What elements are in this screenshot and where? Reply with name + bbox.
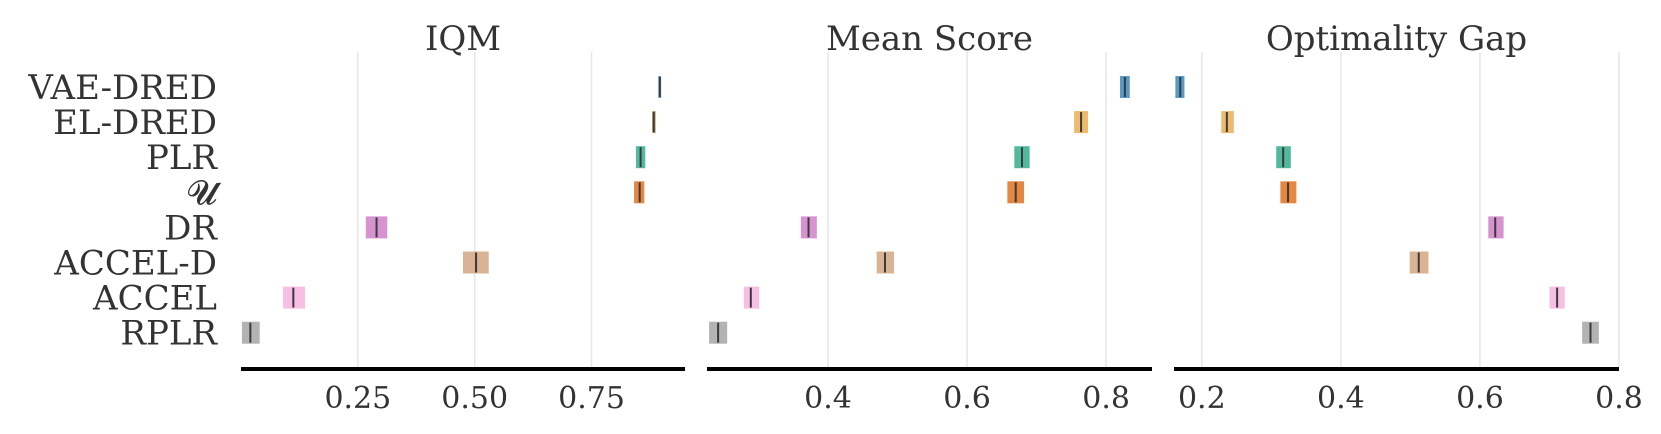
x-tick-label: 0.8 [1595, 381, 1643, 416]
category-label: PLR [146, 138, 218, 178]
category-label: VAE-DRED [27, 68, 217, 108]
category-label: RPLR [120, 314, 218, 354]
x-tick-label: 0.75 [558, 381, 625, 416]
x-tick-label: 0.4 [804, 381, 852, 416]
panel-title: Optimality Gap [1266, 19, 1527, 59]
x-tick-label: 0.6 [943, 381, 991, 416]
x-tick-label: 0.25 [324, 381, 391, 416]
category-label: EL-DRED [53, 103, 217, 143]
category-label: DR [164, 208, 218, 248]
x-tick-label: 0.2 [1178, 381, 1226, 416]
category-label: ACCEL [92, 279, 217, 319]
x-tick-label: 0.8 [1082, 381, 1130, 416]
x-tick-label: 0.50 [441, 381, 508, 416]
category-label: 𝓤 [187, 173, 222, 213]
category-label: ACCEL-D [53, 244, 217, 284]
panel-title: Mean Score [826, 19, 1033, 59]
panel-title: IQM [425, 19, 501, 59]
x-tick-label: 0.4 [1317, 381, 1365, 416]
x-tick-label: 0.6 [1456, 381, 1504, 416]
